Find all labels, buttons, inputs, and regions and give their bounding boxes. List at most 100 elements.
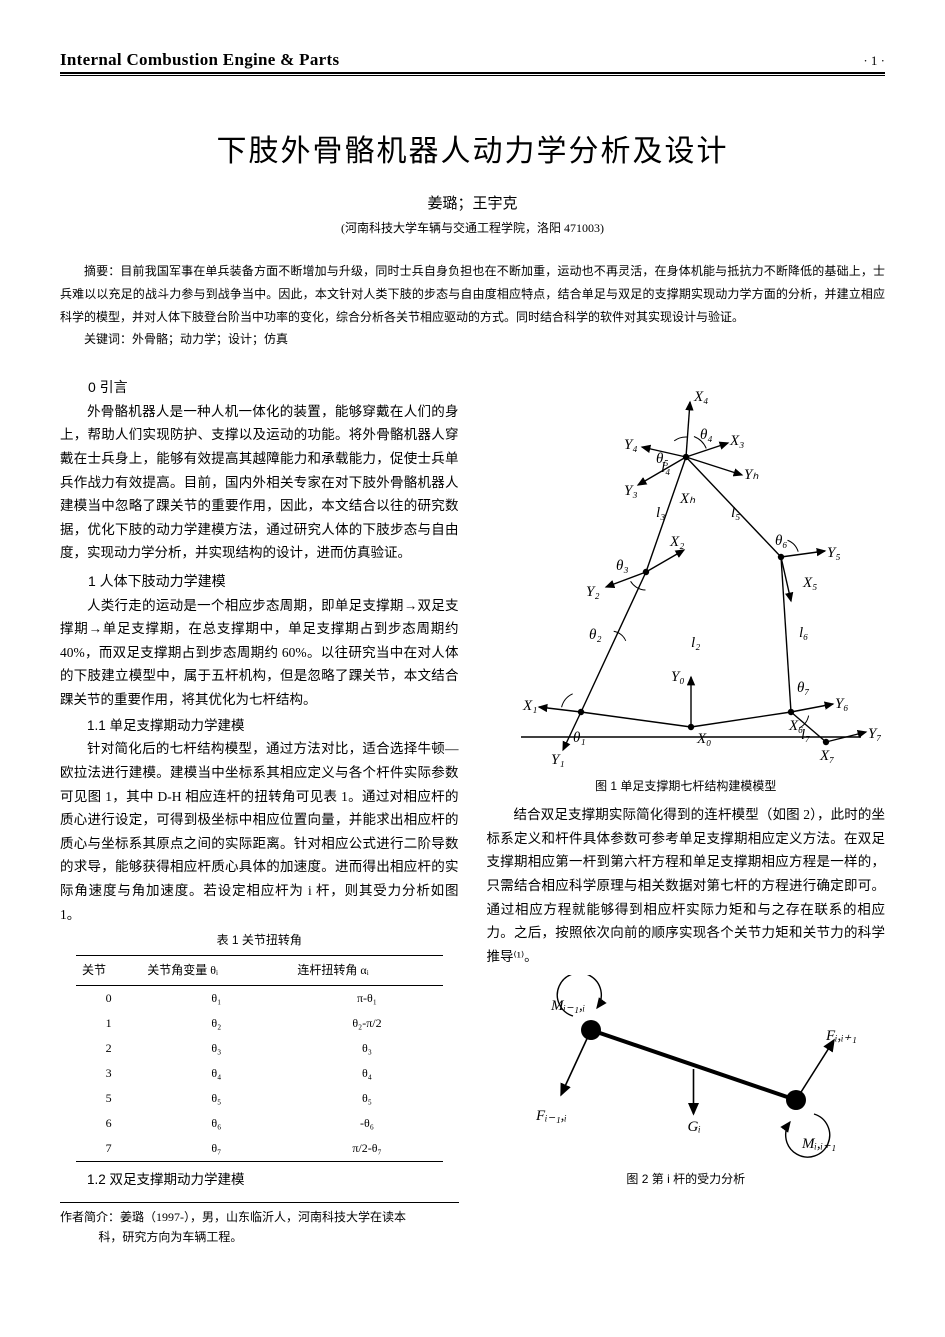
table-cell: θ₄ [141,1061,291,1086]
table-cell: θ₄ [291,1061,442,1086]
svg-text:Y₇: Y₇ [868,726,881,742]
affiliation: (河南科技大学车辆与交通工程学院，洛阳 471003) [60,219,885,236]
table-1-caption: 表 1 关节扭转角 [60,930,459,951]
svg-text:θ₇: θ₇ [797,680,810,696]
table-cell: 2 [76,1036,141,1061]
table-row: 5θ₅θ₅ [76,1086,443,1111]
svg-text:Mᵢ₋₁,ᵢ: Mᵢ₋₁,ᵢ [550,998,585,1014]
section-1-heading: 1 人体下肢动力学建模 [60,569,459,594]
svg-text:X₁: X₁ [522,698,537,714]
left-column: 0 引言 外骨骼机器人是一种人机一体化的装置，能够穿戴在人们的身上，帮助人们实现… [60,371,459,1248]
table-cell: π/2-θ₇ [291,1136,442,1162]
svg-text:l₆: l₆ [799,625,808,641]
table-cell: π-θ₁ [291,986,442,1012]
abstract-text: 摘要：目前我国军事在单兵装备方面不断增加与升级，同时士兵自身负担也在不断加重，运… [60,260,885,328]
page: Internal Combustion Engine & Parts · 1 ·… [0,0,945,1288]
table-row: 0θ₁π-θ₁ [76,986,443,1012]
abstract-label: 摘要： [84,264,120,278]
table-cell: θ₁ [141,986,291,1012]
table-col-2: 连杆扭转角 αᵢ [291,956,442,986]
figure-2-svg: Mᵢ₋₁,ᵢ Fᵢ₋₁,ᵢ Fᵢ,ᵢ₊₁ Mᵢ,ᵢ₊₁ Gᵢ [496,975,876,1165]
keywords-line: 关键词：外骨骼；动力学；设计；仿真 [60,328,885,351]
table-cell: 1 [76,1011,141,1036]
table-row: 1θ₂θ₂-π/2 [76,1011,443,1036]
svg-text:θ₂: θ₂ [589,627,602,643]
svg-text:Y₃: Y₃ [624,483,638,499]
svg-text:Yₕ: Yₕ [744,467,759,483]
svg-text:X₃: X₃ [729,433,744,449]
svg-text:Y₅: Y₅ [827,545,841,561]
table-col-0: 关节 [76,956,141,986]
figure-2: Mᵢ₋₁,ᵢ Fᵢ₋₁,ᵢ Fᵢ,ᵢ₊₁ Mᵢ,ᵢ₊₁ Gᵢ 图 2 第 i 杆的受力分… [487,975,886,1190]
table-cell: θ₅ [291,1086,442,1111]
table-cell: θ₇ [141,1136,291,1162]
table-header-row: 关节 关节角变量 θᵢ 连杆扭转角 αᵢ [76,956,443,986]
table-cell: θ₂-π/2 [291,1011,442,1036]
section-1-para: 人类行走的运动是一个相应步态周期，即单足支撑期→双足支撑期→单足支撑期，在总支撑… [60,594,459,712]
section-0-para: 外骨骼机器人是一种人机一体化的装置，能够穿戴在人们的身上，帮助人们实现防护、支撑… [60,400,459,565]
svg-text:X₇: X₇ [819,748,834,764]
svg-text:Mᵢ,ᵢ₊₁: Mᵢ,ᵢ₊₁ [801,1136,836,1152]
svg-text:Y₁: Y₁ [551,752,565,768]
abstract-block: 摘要：目前我国军事在单兵装备方面不断增加与升级，同时士兵自身负担也在不断加重，运… [60,260,885,351]
svg-text:X₅: X₅ [802,575,817,591]
table-cell: θ₂ [141,1011,291,1036]
table-cell: θ₃ [141,1036,291,1061]
table-cell: 6 [76,1111,141,1136]
svg-text:Y₆: Y₆ [835,696,849,712]
svg-text:Fᵢ₋₁,ᵢ: Fᵢ₋₁,ᵢ [535,1108,567,1124]
table-cell: 3 [76,1061,141,1086]
header-rule [60,75,885,76]
authors: 姜璐；王宇克 [60,192,885,213]
svg-text:θ₁: θ₁ [573,730,586,746]
abstract-body: 目前我国军事在单兵装备方面不断增加与升级，同时士兵自身负担也在不断加重，运动也不… [60,264,885,324]
figure-1: Y₀X₀X₁Y₁θ₁X₂Y₂θ₃θ₂X₃Y₄X₄Y₃Yₕθ₅θ₄XₕY₅X₅θ₆… [487,377,886,797]
section-1-1-heading: 1.1 单足支撑期动力学建模 [60,714,459,738]
svg-text:Gᵢ: Gᵢ [687,1119,700,1135]
section-0-heading: 0 引言 [60,375,459,400]
right-para-1: 结合双足支撑期实际简化得到的连杆模型（如图 2），此时的坐标系定义和杆件具体参数… [487,803,886,968]
section-1-2-heading: 1.2 双足支撑期动力学建模 [60,1168,459,1192]
table-col-1: 关节角变量 θᵢ [141,956,291,986]
keywords-body: 外骨骼；动力学；设计；仿真 [132,332,288,346]
two-column-body: 0 引言 外骨骼机器人是一种人机一体化的装置，能够穿戴在人们的身上，帮助人们实现… [60,371,885,1248]
table-cell: θ₆ [141,1111,291,1136]
journal-name: Internal Combustion Engine & Parts [60,50,339,70]
page-header: Internal Combustion Engine & Parts · 1 · [60,50,885,74]
svg-text:Xₕ: Xₕ [679,491,696,507]
right-column: Y₀X₀X₁Y₁θ₁X₂Y₂θ₃θ₂X₃Y₄X₄Y₃Yₕθ₅θ₄XₕY₅X₅θ₆… [487,371,886,1248]
svg-text:Fᵢ,ᵢ₊₁: Fᵢ,ᵢ₊₁ [825,1028,857,1044]
svg-text:l₇: l₇ [801,727,810,743]
svg-text:Y₄: Y₄ [624,437,638,453]
svg-text:θ₄: θ₄ [700,427,713,443]
table-row: 3θ₄θ₄ [76,1061,443,1086]
table-cell: 7 [76,1136,141,1162]
svg-text:θ₃: θ₃ [616,558,629,574]
table-row: 6θ₆-θ₆ [76,1111,443,1136]
figure-2-caption: 图 2 第 i 杆的受力分析 [487,1169,886,1190]
figure-1-caption: 图 1 单足支撑期七杆结构建模模型 [487,776,886,797]
keywords-label: 关键词： [84,332,132,346]
svg-text:Y₀: Y₀ [671,669,685,685]
svg-text:l₂: l₂ [691,635,700,651]
svg-text:X₄: X₄ [693,389,708,405]
author-bio: 作者简介：姜璐（1997-），男，山东临沂人，河南科技大学在读本 科，研究方向为… [60,1202,459,1248]
table-row: 7θ₇π/2-θ₇ [76,1136,443,1162]
section-1-1-para: 针对简化后的七杆结构模型，通过方法对比，适合选择牛顿—欧拉法进行建模。建模当中坐… [60,737,459,926]
figure-1-svg: Y₀X₀X₁Y₁θ₁X₂Y₂θ₃θ₂X₃Y₄X₄Y₃Yₕθ₅θ₄XₕY₅X₅θ₆… [491,377,881,772]
author-bio-line-1: 作者简介：姜璐（1997-），男，山东临沂人，河南科技大学在读本 [60,1207,459,1227]
page-number: · 1 · [863,53,885,69]
table-cell: θ₃ [291,1036,442,1061]
svg-text:θ₆: θ₆ [775,533,788,549]
table-row: 2θ₃θ₃ [76,1036,443,1061]
svg-text:l₄: l₄ [661,460,670,476]
svg-text:l₅: l₅ [731,505,740,521]
svg-text:l₃: l₃ [656,505,665,521]
table-cell: 5 [76,1086,141,1111]
svg-text:X₂: X₂ [669,534,684,550]
table-cell: θ₅ [141,1086,291,1111]
table-1: 关节 关节角变量 θᵢ 连杆扭转角 αᵢ 0θ₁π-θ₁1θ₂θ₂-π/22θ₃… [76,955,443,1162]
author-bio-line-2: 科，研究方向为车辆工程。 [60,1227,459,1247]
table-cell: 0 [76,986,141,1012]
table-cell: -θ₆ [291,1111,442,1136]
